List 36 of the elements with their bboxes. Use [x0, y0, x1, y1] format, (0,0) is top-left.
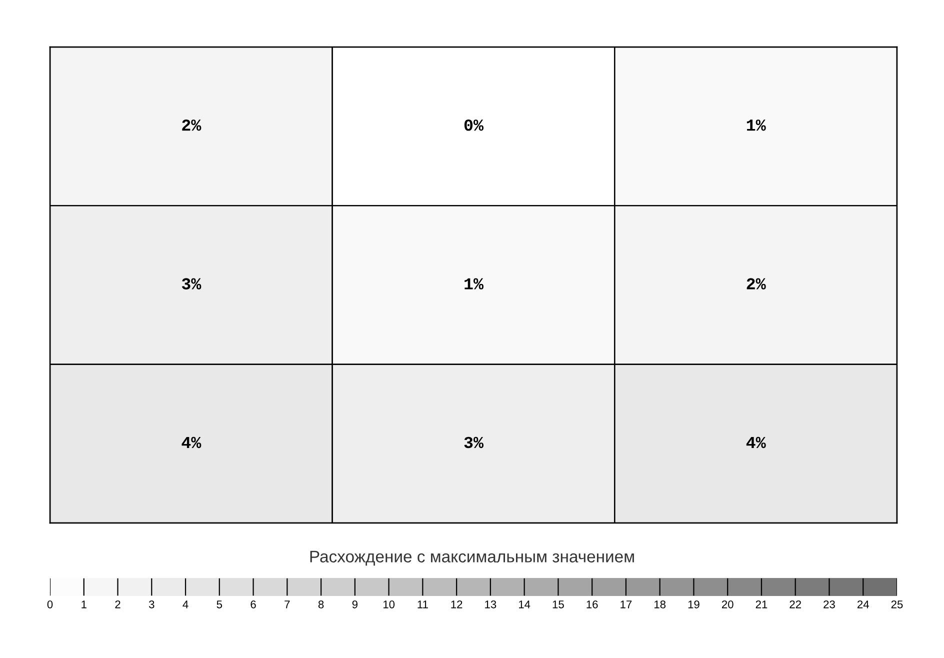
color-bar-label: 10: [383, 600, 395, 608]
color-bar-label: 8: [318, 600, 324, 608]
color-bar-label: 22: [790, 600, 801, 608]
color-bar-label: 11: [418, 600, 428, 608]
color-bar-label: 6: [250, 600, 256, 608]
color-bar-label: 3: [148, 600, 154, 608]
color-bar-label: 25: [891, 600, 903, 608]
color-bar-label: 18: [654, 600, 666, 608]
color-bar-label: 24: [858, 600, 869, 608]
color-bar-label: 20: [722, 600, 734, 608]
data-label: 0%: [464, 119, 484, 131]
color-bar-label: 2: [115, 600, 120, 608]
color-bar-label: 15: [552, 600, 564, 608]
data-label: 3%: [182, 278, 202, 290]
color-bar-title: Расхождение с максимальным значением: [310, 550, 634, 566]
data-label: 1%: [746, 120, 766, 131]
color-bar-label: 23: [824, 600, 835, 608]
color-bar-label: 17: [620, 600, 632, 608]
data-label: 1%: [464, 278, 484, 290]
color-bar-label: 4: [182, 600, 188, 608]
color-bar-label: 13: [485, 600, 496, 608]
color-bar-label: 16: [586, 600, 598, 608]
color-bar-label: 1: [82, 600, 86, 608]
data-label: 2%: [182, 119, 202, 131]
data-label: 4%: [182, 436, 202, 448]
data-label: 4%: [746, 436, 766, 448]
color-bar-label: 7: [284, 600, 290, 608]
color-bar-label: 21: [756, 600, 768, 608]
color-bar-label: 5: [216, 600, 222, 608]
color-bar-label: 12: [451, 600, 462, 608]
data-label: 3%: [464, 436, 484, 448]
color-bar-label: 9: [352, 600, 358, 608]
data-label: 2%: [746, 278, 766, 290]
color-bar-label: 19: [688, 600, 700, 608]
color-bar-label: 0: [47, 600, 53, 608]
color-bar-label: 14: [518, 600, 530, 608]
